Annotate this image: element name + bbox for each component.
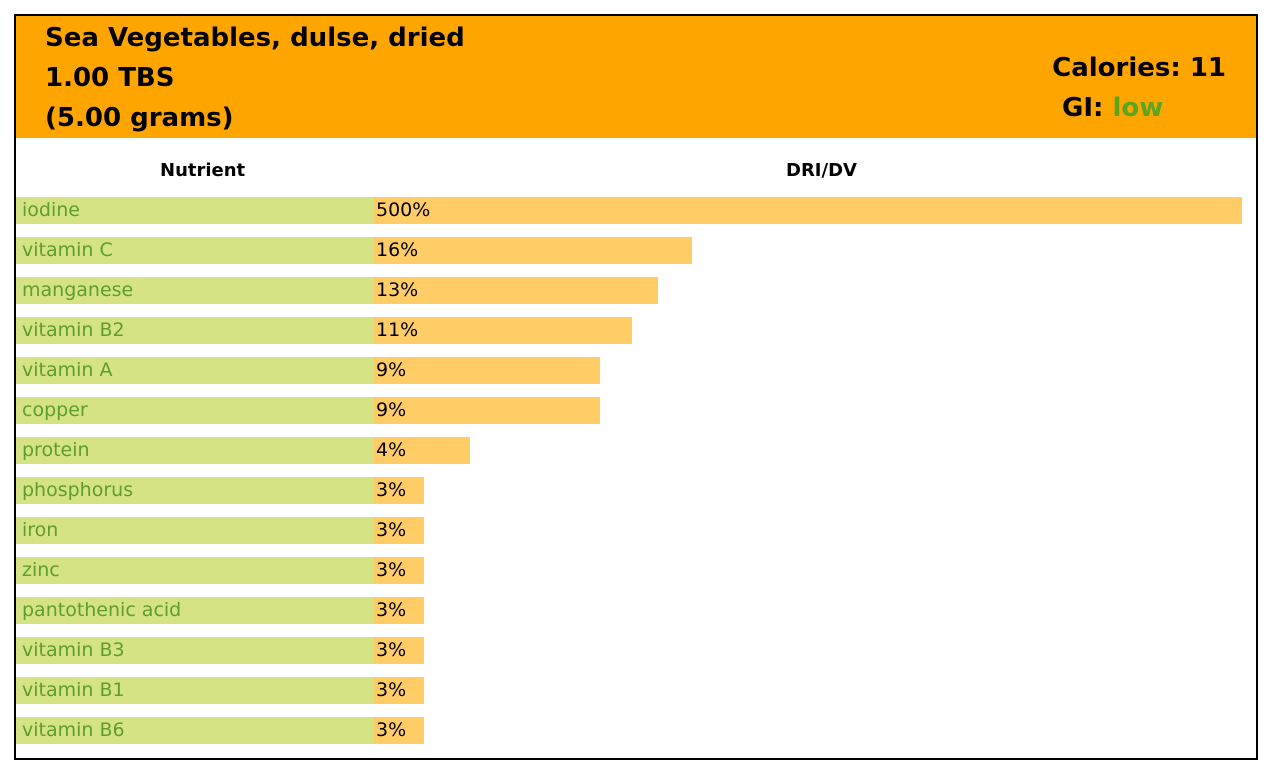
column-header-nutrient: Nutrient xyxy=(160,160,246,181)
nutrient-row: vitamin A 9% xyxy=(16,357,1256,384)
nutrient-name: copper xyxy=(22,399,88,421)
glycemic-index: GI: low xyxy=(1062,92,1163,124)
dri-bar xyxy=(374,197,1242,224)
dri-value-label: 500% xyxy=(376,199,431,221)
dri-value-label: 3% xyxy=(376,479,407,501)
nutrient-name: zinc xyxy=(22,559,60,581)
nutrient-name-cell: protein xyxy=(16,437,374,464)
nutrient-name: iodine xyxy=(22,199,80,221)
nutrient-name-cell: pantothenic acid xyxy=(16,597,374,624)
nutrient-row: phosphorus 3% xyxy=(16,477,1256,504)
nutrient-name: vitamin B3 xyxy=(22,639,125,661)
dri-bar xyxy=(374,517,424,544)
dri-bar xyxy=(374,317,632,344)
nutrient-name-cell: manganese xyxy=(16,277,374,304)
nutrient-name: phosphorus xyxy=(22,479,134,501)
serving-grams: (5.00 grams) xyxy=(45,103,234,133)
nutrient-name: vitamin A xyxy=(22,359,113,381)
dri-bar xyxy=(374,597,424,624)
dri-value-label: 11% xyxy=(376,319,419,341)
dri-value-label: 9% xyxy=(376,399,407,421)
nutrient-name-cell: phosphorus xyxy=(16,477,374,504)
dri-bar xyxy=(374,357,600,384)
dri-bar xyxy=(374,397,600,424)
nutrient-name-cell: zinc xyxy=(16,557,374,584)
nutrient-name-cell: vitamin B6 xyxy=(16,717,374,744)
calories-label: Calories: 11 xyxy=(1052,53,1226,83)
header-banner: Sea Vegetables, dulse, dried 1.00 TBS (5… xyxy=(16,16,1256,138)
nutrient-name: vitamin B2 xyxy=(22,319,125,341)
gi-value: low xyxy=(1112,93,1164,123)
dri-value-label: 9% xyxy=(376,359,407,381)
nutrient-name: iron xyxy=(22,519,59,541)
nutrient-row: pantothenic acid 3% xyxy=(16,597,1256,624)
gi-label: GI: xyxy=(1062,93,1104,123)
nutrient-name-cell: iodine xyxy=(16,197,374,224)
nutrient-name-cell: vitamin C xyxy=(16,237,374,264)
nutrient-row: copper 9% xyxy=(16,397,1256,424)
dri-bar xyxy=(374,717,424,744)
serving-size: 1.00 TBS xyxy=(45,63,175,93)
nutrient-row: vitamin C 16% xyxy=(16,237,1256,264)
dri-value-label: 13% xyxy=(376,279,419,301)
nutrient-name: protein xyxy=(22,439,90,461)
nutrient-name-cell: vitamin A xyxy=(16,357,374,384)
nutrient-row: protein 4% xyxy=(16,437,1256,464)
nutrient-row: vitamin B6 3% xyxy=(16,717,1256,744)
nutrient-row: iron 3% xyxy=(16,517,1256,544)
nutrient-row: vitamin B1 3% xyxy=(16,677,1256,704)
nutrient-row: vitamin B3 3% xyxy=(16,637,1256,664)
nutrient-name: vitamin C xyxy=(22,239,113,261)
column-header-dri-dv: DRI/DV xyxy=(786,160,857,181)
nutrient-row: manganese 13% xyxy=(16,277,1256,304)
nutrient-row: zinc 3% xyxy=(16,557,1256,584)
nutrient-name-cell: iron xyxy=(16,517,374,544)
nutrient-name: manganese xyxy=(22,279,134,301)
nutrient-name-cell: copper xyxy=(16,397,374,424)
dri-bar xyxy=(374,637,424,664)
dri-bar xyxy=(374,477,424,504)
dri-bar xyxy=(374,277,658,304)
dri-value-label: 3% xyxy=(376,679,407,701)
dri-bar xyxy=(374,677,424,704)
dri-value-label: 4% xyxy=(376,439,407,461)
dri-bar xyxy=(374,437,470,464)
nutrient-row: iodine 500% xyxy=(16,197,1256,224)
nutrient-name-cell: vitamin B3 xyxy=(16,637,374,664)
food-name: Sea Vegetables, dulse, dried xyxy=(45,23,465,53)
dri-value-label: 3% xyxy=(376,559,407,581)
dri-value-label: 3% xyxy=(376,639,407,661)
dri-bar xyxy=(374,237,692,264)
dri-bar xyxy=(374,557,424,584)
nutrient-name: pantothenic acid xyxy=(22,599,182,621)
nutrient-row: vitamin B2 11% xyxy=(16,317,1256,344)
nutrient-name-cell: vitamin B2 xyxy=(16,317,374,344)
nutrient-name: vitamin B1 xyxy=(22,679,125,701)
nutrition-card: Sea Vegetables, dulse, dried 1.00 TBS (5… xyxy=(14,14,1258,760)
dri-value-label: 16% xyxy=(376,239,419,261)
dri-value-label: 3% xyxy=(376,599,407,621)
dri-value-label: 3% xyxy=(376,519,407,541)
dri-value-label: 3% xyxy=(376,719,407,741)
nutrient-name: vitamin B6 xyxy=(22,719,125,741)
nutrient-name-cell: vitamin B1 xyxy=(16,677,374,704)
